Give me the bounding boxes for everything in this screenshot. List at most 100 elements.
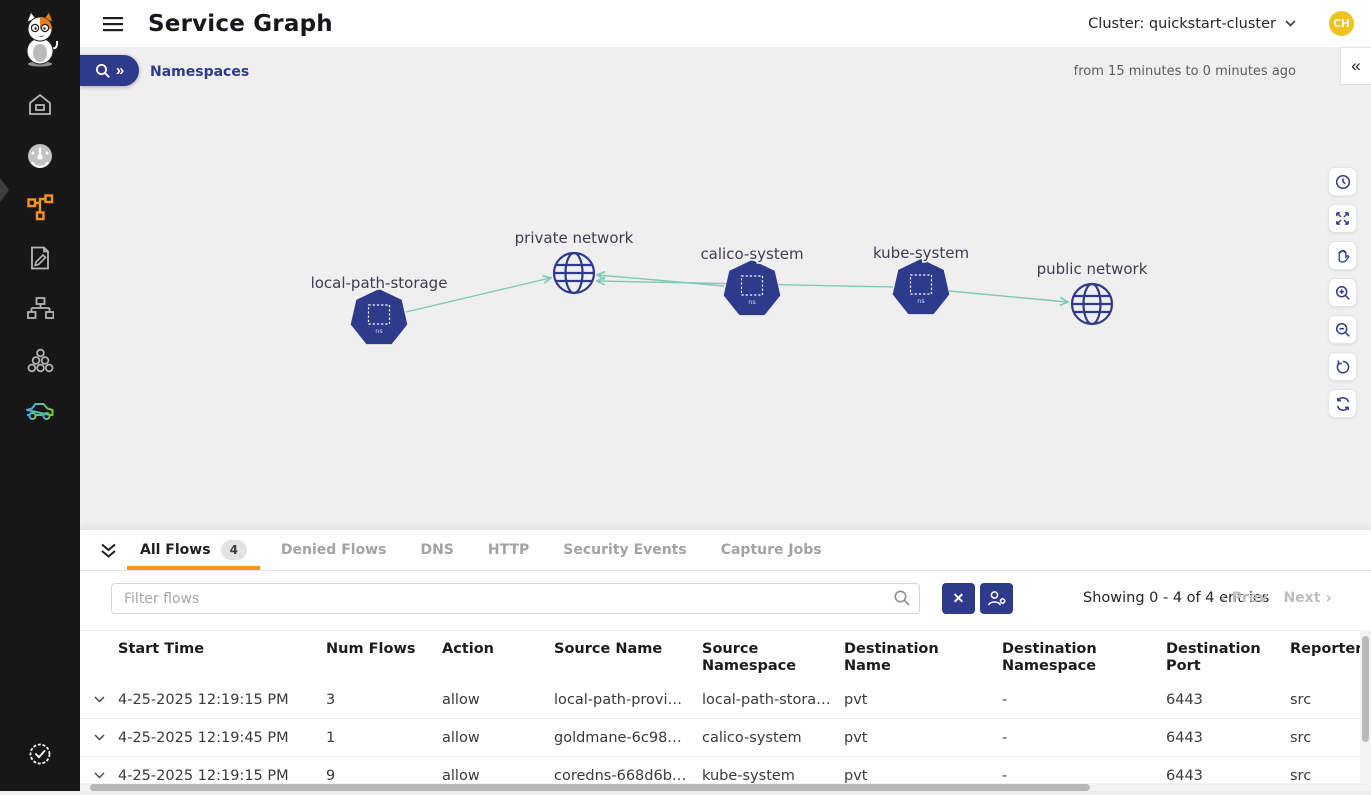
collapse-icon: « <box>1351 56 1361 75</box>
next-button[interactable]: Next › <box>1283 588 1332 607</box>
horizontal-scrollbar[interactable] <box>80 783 1361 791</box>
flows-table-body: 4-25-2025 12:19:15 PM 3 allow local-path-pr… <box>80 681 1361 795</box>
avatar[interactable]: CH <box>1329 11 1354 36</box>
table-cell: pvt <box>844 691 868 708</box>
graph-node-local-path-storage[interactable]: ns <box>350 289 408 345</box>
breadcrumb[interactable]: Namespaces <box>150 64 250 80</box>
graph-node-calico-system[interactable]: ns <box>723 260 781 316</box>
search-icon <box>95 63 110 78</box>
calico-cat-logo <box>18 10 62 72</box>
table-cell: goldmane-6c98… <box>554 729 682 746</box>
hamburger-menu-icon[interactable] <box>99 12 127 36</box>
graph-edge-local-path-storage-to-private-network <box>405 278 550 313</box>
clear-icon: ✕ <box>952 590 965 606</box>
report-edit-icon[interactable] <box>25 243 55 273</box>
refresh-button[interactable] <box>1328 389 1357 418</box>
table-cell: 6443 <box>1166 691 1203 708</box>
graph-node-label: private network <box>515 229 634 247</box>
column-header[interactable]: Reporter <box>1290 641 1363 657</box>
collapse-flows-panel-button[interactable] <box>93 530 123 570</box>
dashboard-gauge-icon[interactable] <box>25 141 55 171</box>
row-expand-chevron-icon[interactable] <box>80 681 118 718</box>
fit-screen-button[interactable] <box>1328 204 1357 233</box>
prev-button[interactable]: ‹ Prev <box>1220 588 1268 607</box>
flows-tabs-row: All Flows 4 Denied Flows DNS HTTP Security Ev… <box>80 530 1371 571</box>
column-header[interactable]: Source Namespace <box>702 641 797 674</box>
graph-node-public-network[interactable] <box>1070 282 1114 326</box>
service-graph-icon[interactable] <box>25 192 55 222</box>
table-row[interactable]: 4-25-2025 12:19:15 PM 3 allow local-path-pr… <box>80 681 1361 719</box>
undo-icon <box>1336 360 1349 373</box>
table-cell: - <box>1002 729 1008 746</box>
graph-node-private-network[interactable] <box>552 251 596 295</box>
cluster-group-icon[interactable] <box>25 345 55 375</box>
column-header[interactable]: Start Time <box>118 641 205 657</box>
graph-toolbar <box>1328 167 1357 418</box>
sitemap-icon[interactable] <box>25 294 55 324</box>
zoom-in-button[interactable] <box>1328 278 1357 307</box>
table-cell: coredns-668d6b… <box>554 767 687 784</box>
table-cell: 3 <box>326 691 336 708</box>
column-header[interactable]: Destination Port <box>1166 641 1261 674</box>
row-expand-chevron-icon[interactable] <box>80 757 118 794</box>
sidebar-nav <box>0 90 80 426</box>
svg-text:ns: ns <box>917 297 925 305</box>
vertical-scrollbar[interactable] <box>1360 630 1371 791</box>
undo-button[interactable] <box>1328 352 1357 381</box>
column-header[interactable]: Source Name <box>554 641 663 657</box>
table-cell: 6443 <box>1166 767 1203 784</box>
table-cell: src <box>1290 729 1312 746</box>
tab-http[interactable]: HTTP <box>471 530 546 570</box>
pan-button[interactable] <box>1328 241 1357 270</box>
row-expand-chevron-icon[interactable] <box>80 719 118 756</box>
flows-panel: All Flows 4 Denied Flows DNS HTTP Security Ev… <box>80 530 1371 795</box>
tab-all-flows[interactable]: All Flows 4 <box>123 530 264 570</box>
table-cell: 1 <box>326 729 336 746</box>
expand-search-icon: » <box>115 62 125 79</box>
filter-flows-input[interactable] <box>111 583 920 614</box>
topology-graph: ns local-path-storage private network ns cal… <box>309 227 1149 345</box>
time-settings-button[interactable] <box>1328 167 1357 196</box>
graph-node-kube-system[interactable]: ns <box>892 259 950 315</box>
table-cell: pvt <box>844 767 868 784</box>
verified-badge-icon[interactable] <box>25 739 55 769</box>
flows-table: Start Time Num Flows Action Source Name Sour… <box>80 630 1363 795</box>
tabs: All Flows 4 Denied Flows DNS HTTP Security Ev… <box>123 530 839 570</box>
column-header[interactable]: Num Flows <box>326 641 416 657</box>
table-cell: 6443 <box>1166 729 1203 746</box>
zoom-in-icon <box>1335 285 1350 300</box>
tab-dns[interactable]: DNS <box>403 530 470 570</box>
column-header[interactable]: Destination Name <box>844 641 939 674</box>
vertical-scrollbar-thumb[interactable] <box>1362 636 1369 742</box>
car-icon[interactable] <box>25 396 55 426</box>
column-header[interactable]: Destination Namespace <box>1002 641 1097 674</box>
graph-search-button[interactable]: » <box>80 55 139 86</box>
zoom-out-button[interactable] <box>1328 315 1357 344</box>
table-cell: src <box>1290 691 1312 708</box>
table-row[interactable]: 4-25-2025 12:19:45 PM 1 allow goldmane-6c98… <box>80 719 1361 757</box>
tab-label: DNS <box>420 542 454 558</box>
graph-edge-calico-system-to-private-network <box>598 275 725 287</box>
tab-capture-jobs[interactable]: Capture Jobs <box>704 530 839 570</box>
tab-count-badge: 4 <box>220 540 247 560</box>
column-header[interactable]: Action <box>442 641 495 657</box>
pagination-summary: Showing 0 - 4 of 4 entries <box>1083 590 1270 606</box>
user-settings-button[interactable] <box>980 583 1013 614</box>
tab-security-events[interactable]: Security Events <box>546 530 703 570</box>
tab-label: Capture Jobs <box>720 542 822 558</box>
graph-edge-kube-system-to-public-network <box>948 290 1067 302</box>
graph-node-label: kube-system <box>873 244 969 262</box>
collapse-right-panel-button[interactable]: « <box>1340 47 1371 85</box>
table-cell: 4-25-2025 12:19:45 PM <box>118 729 289 746</box>
active-nav-notch <box>0 178 9 202</box>
pagination-controls: ‹ Prev Next › <box>1220 588 1332 607</box>
table-cell: local-path-stora… <box>702 691 831 708</box>
tab-label: Security Events <box>563 542 687 558</box>
graph-node-label: local-path-storage <box>311 274 448 292</box>
horizontal-scrollbar-thumb[interactable] <box>90 783 1090 791</box>
tab-denied-flows[interactable]: Denied Flows <box>264 530 404 570</box>
table-cell: allow <box>442 691 480 708</box>
cluster-selector[interactable]: Cluster: quickstart-cluster <box>1082 15 1302 33</box>
clear-filter-button[interactable]: ✕ <box>942 583 975 614</box>
home-icon[interactable] <box>25 90 55 120</box>
